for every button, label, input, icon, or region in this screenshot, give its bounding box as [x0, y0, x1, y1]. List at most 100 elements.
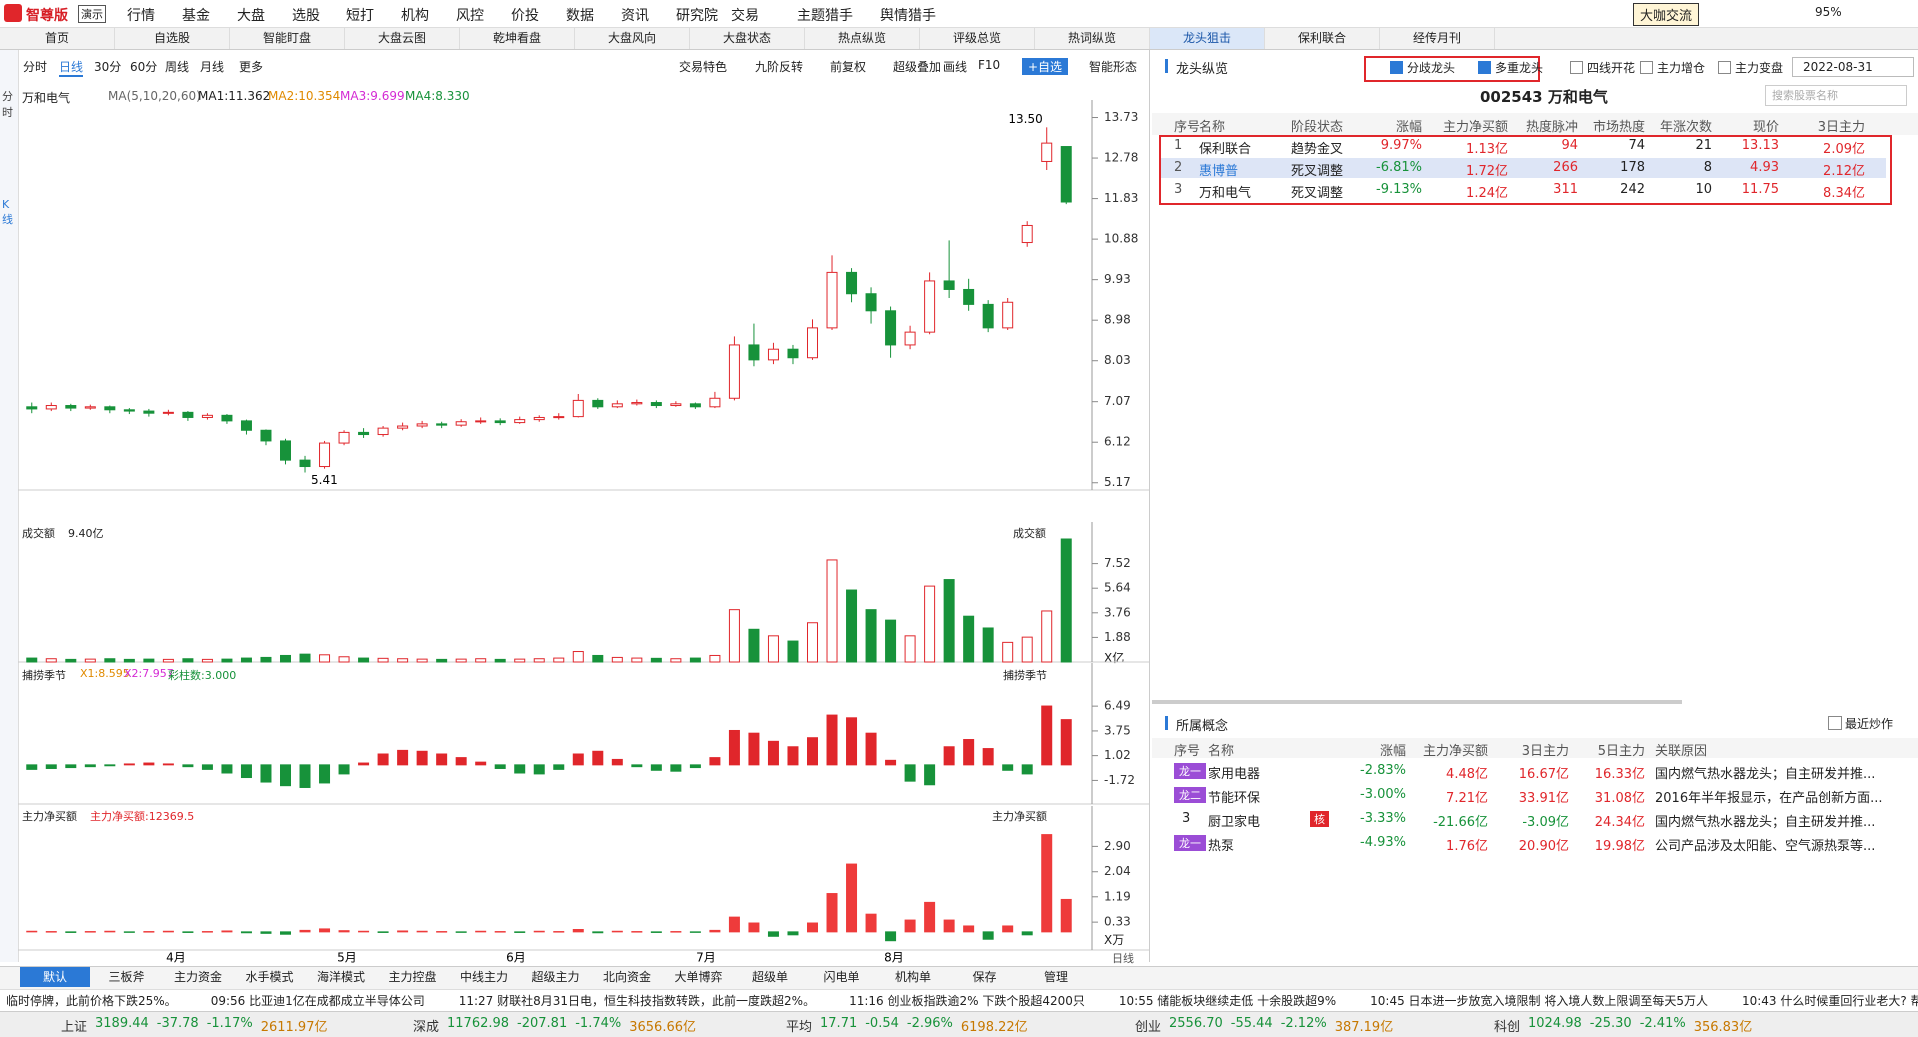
- menu-item[interactable]: 机构: [401, 8, 429, 24]
- checkbox[interactable]: [1570, 61, 1583, 74]
- tab[interactable]: 热点纵览: [805, 28, 920, 49]
- menu-right[interactable]: 大咖交流: [1633, 3, 1700, 26]
- menu-item[interactable]: 资讯: [621, 8, 649, 24]
- bottom-tab[interactable]: 机构单: [894, 970, 931, 984]
- index-quote[interactable]: 科创 1024.98 -25.30 -2.41% 356.83亿: [1494, 1016, 1752, 1035]
- tool-button[interactable]: 画线: [943, 60, 968, 74]
- menu-item[interactable]: 主题猎手: [797, 8, 853, 24]
- bar: [924, 901, 936, 933]
- tab[interactable]: 龙头狙击: [1150, 28, 1265, 49]
- index-quote[interactable]: 深成 11762.98 -207.81 -1.74% 3656.66亿: [413, 1016, 696, 1035]
- date-input[interactable]: 2022-08-31: [1792, 57, 1914, 77]
- news-item[interactable]: 10:43 什么时候重回行业老大? 帮完:: [1741, 994, 1918, 1008]
- bottom-tab[interactable]: 主力控盘: [388, 970, 437, 984]
- column-header: 序号: [1174, 744, 1201, 759]
- checkbox[interactable]: [1390, 61, 1403, 74]
- column-header: 名称: [1199, 120, 1226, 135]
- menu-item[interactable]: 短打: [346, 8, 374, 24]
- index-quote[interactable]: 平均 17.71 -0.54 -2.96% 6198.22亿: [786, 1016, 1028, 1035]
- menu-item[interactable]: 价投: [511, 8, 539, 24]
- tab[interactable]: 大盘状态: [690, 28, 805, 49]
- news-item[interactable]: 10:45 日本进一步放宽入境限制 将入境人数上限调至每天5万人: [1370, 994, 1708, 1008]
- period-button[interactable]: 日线: [59, 58, 84, 77]
- bar: [436, 931, 448, 933]
- news-item[interactable]: 09:56 比亚迪1亿在成都成立半导体公司: [210, 994, 425, 1008]
- menu-item[interactable]: 选股: [292, 8, 320, 24]
- tool-button[interactable]: 交易特色: [679, 60, 728, 74]
- period-button[interactable]: 周线: [165, 60, 190, 74]
- checkbox[interactable]: [1478, 61, 1491, 74]
- candle-body: [436, 423, 448, 426]
- bar: [455, 931, 467, 933]
- bottom-tab[interactable]: 北向资金: [602, 970, 651, 984]
- bottom-tab[interactable]: 闪电单: [823, 970, 860, 984]
- side-tab[interactable]: K线: [2, 198, 13, 226]
- bar: [319, 764, 331, 784]
- period-button[interactable]: 更多: [239, 60, 264, 74]
- tab[interactable]: 智能盯盘: [230, 28, 345, 49]
- tab[interactable]: 自选股: [115, 28, 230, 49]
- news-item[interactable]: 10:55 储能板块继续走低 十余股跌超9%: [1118, 994, 1337, 1008]
- tool-button[interactable]: +自选: [1022, 58, 1069, 75]
- menu-item[interactable]: 交易: [731, 8, 759, 24]
- bottom-tab[interactable]: 海洋模式: [316, 970, 365, 984]
- bottom-tab[interactable]: 主力资金: [173, 970, 222, 984]
- tab[interactable]: 大盘云图: [345, 28, 460, 49]
- candle-body: [221, 414, 233, 422]
- bottom-tab[interactable]: 大单博弈: [674, 970, 723, 984]
- period-button[interactable]: 60分: [130, 60, 158, 74]
- bottom-tab[interactable]: 三板斧: [108, 970, 145, 984]
- menu-item[interactable]: 行情: [127, 8, 155, 24]
- bottom-tab[interactable]: 默认: [20, 967, 90, 987]
- tool-button[interactable]: 智能形态: [1089, 60, 1138, 74]
- news-item[interactable]: 11:16 创业板指跌逾2% 下跌个股超4200只: [849, 994, 1085, 1008]
- bar: [611, 930, 623, 933]
- bottom-tab[interactable]: 管理: [1043, 970, 1068, 984]
- menu-item[interactable]: 舆情猎手: [880, 8, 936, 24]
- bottom-tab[interactable]: 超级单: [751, 970, 788, 984]
- checkbox[interactable]: [1718, 61, 1731, 74]
- bottom-tab[interactable]: 中线主力: [459, 970, 508, 984]
- tab[interactable]: 经传月刊: [1380, 28, 1495, 49]
- period-button[interactable]: 30分: [94, 60, 122, 74]
- search-box[interactable]: 搜索股票名称: [1765, 85, 1907, 106]
- menu-item[interactable]: 研究院: [676, 8, 718, 24]
- tool-button[interactable]: F10: [978, 58, 1001, 72]
- tab[interactable]: 大盘风向: [575, 28, 690, 49]
- period-button[interactable]: 月线: [200, 60, 225, 74]
- menu-item[interactable]: 基金: [182, 8, 210, 24]
- tool-button[interactable]: 九阶反转: [755, 60, 804, 74]
- table-cell: 1: [1174, 138, 1183, 153]
- tool-button[interactable]: 前复权: [830, 60, 867, 74]
- section-mark: [1165, 59, 1168, 73]
- bar: [728, 916, 740, 933]
- index-quote[interactable]: 上证 3189.44 -37.78 -1.17% 2611.97亿: [61, 1016, 327, 1035]
- bar: [338, 656, 350, 663]
- tab[interactable]: 评级总览: [920, 28, 1035, 49]
- period-button[interactable]: 分时: [23, 60, 48, 74]
- menu-item[interactable]: 大盘: [237, 8, 265, 24]
- bar: [904, 919, 916, 933]
- bar: [631, 931, 643, 933]
- index-quote[interactable]: 创业 2556.70 -55.44 -2.12% 387.19亿: [1135, 1016, 1393, 1035]
- tab[interactable]: 乾坤看盘: [460, 28, 575, 49]
- bottom-tab[interactable]: 水手模式: [245, 970, 294, 984]
- checkbox[interactable]: [1640, 61, 1653, 74]
- bottom-tab[interactable]: 超级主力: [531, 970, 580, 984]
- candle-body: [767, 348, 779, 361]
- bottom-tab[interactable]: 保存: [972, 970, 997, 984]
- news-item[interactable]: 11:27 财联社8月31日电，恒生科技指数转跌，此前一度跌超2%。: [458, 994, 816, 1008]
- side-tab[interactable]: 分时: [2, 90, 13, 119]
- tool-button[interactable]: 超级叠加: [893, 60, 942, 74]
- tab[interactable]: 热词纵览: [1035, 28, 1150, 49]
- menu-item[interactable]: 风控: [456, 8, 484, 24]
- tab[interactable]: 首页: [0, 28, 115, 49]
- table-cell: 9.97%: [1380, 138, 1422, 153]
- bar: [143, 658, 155, 663]
- index-price: 1024.98: [1528, 1016, 1582, 1031]
- bar: [299, 929, 311, 933]
- checkbox[interactable]: [1828, 716, 1842, 730]
- news-item[interactable]: 临时停牌，此前价格下跌25%。: [6, 994, 177, 1008]
- tab[interactable]: 保利联合: [1265, 28, 1380, 49]
- menu-item[interactable]: 数据: [566, 8, 594, 24]
